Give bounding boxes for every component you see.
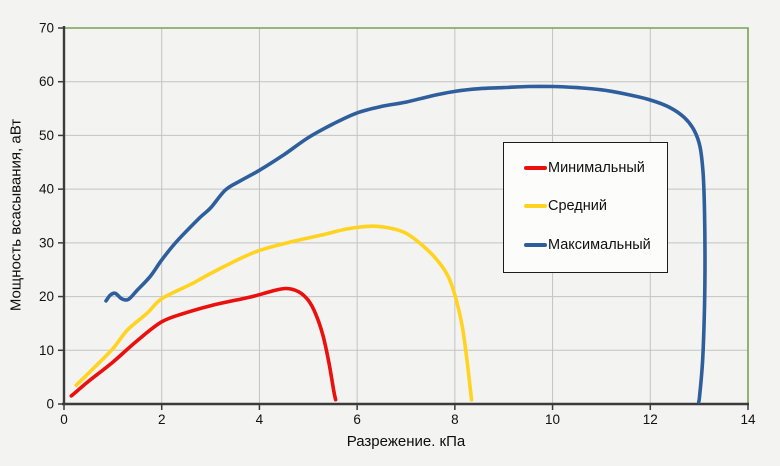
x-tick-label: 0 (60, 412, 68, 427)
legend-item-maximal: Максимальный (524, 237, 667, 253)
legend-label-minimal: Минимальный (548, 160, 645, 177)
y-tick-label: 50 (39, 128, 54, 143)
y-axis-title: Мощность всасывания, аВт (7, 118, 25, 312)
y-tick-label: 10 (39, 343, 54, 358)
plot-frame (64, 27, 749, 404)
legend-label-medium: Средний (548, 198, 607, 215)
series-curve-1 (74, 224, 474, 402)
y-tick-label: 60 (39, 74, 54, 89)
legend-item-minimal: Минимальный (524, 160, 667, 176)
legend-item-medium: Средний (524, 198, 667, 214)
x-tick-label: 14 (740, 412, 756, 427)
series-curve-0 (69, 286, 338, 402)
x-tick-label: 2 (158, 412, 166, 427)
x-tick-label: 12 (643, 412, 658, 427)
x-tick-label: 8 (451, 412, 459, 427)
y-tick-label: 30 (39, 235, 54, 250)
chart-legend: Минимальный Средний Максимальный (503, 142, 668, 273)
y-tick-label: 70 (39, 21, 54, 36)
legend-swatch-medium (524, 204, 547, 209)
x-tick-label: 4 (256, 412, 264, 427)
y-tick-label: 40 (39, 182, 54, 197)
x-tick-label: 10 (545, 412, 560, 427)
series-curve-2 (104, 84, 707, 404)
legend-swatch-maximal (524, 242, 547, 247)
x-tick-label: 6 (353, 412, 361, 427)
y-tick-label: 20 (39, 289, 54, 304)
legend-label-maximal: Максимальный (548, 236, 651, 253)
y-tick-label: 0 (46, 397, 54, 412)
legend-swatch-minimal (524, 166, 547, 171)
x-axis-title: Разрежение. кПа (346, 433, 466, 450)
